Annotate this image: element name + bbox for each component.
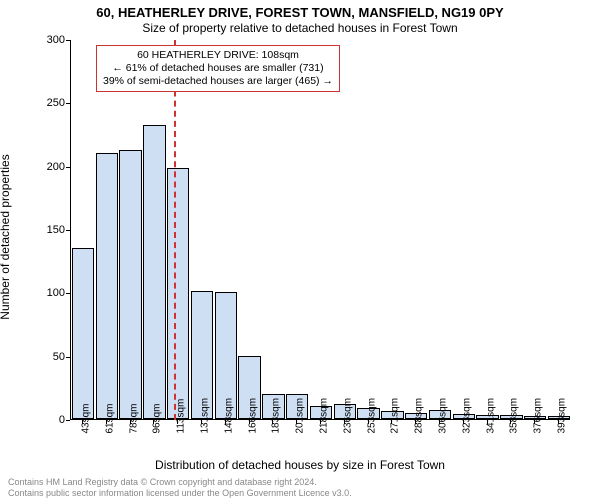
y-tick-label: 50: [25, 351, 65, 363]
annotation-line: ← 61% of detached houses are smaller (73…: [103, 62, 333, 75]
y-tick-mark: [66, 40, 70, 41]
y-tick-mark: [66, 357, 70, 358]
bar: [143, 125, 165, 419]
y-tick-label: 300: [25, 34, 65, 46]
x-axis-label: Distribution of detached houses by size …: [0, 458, 600, 472]
y-tick-label: 150: [25, 224, 65, 236]
footer-attribution: Contains HM Land Registry data © Crown c…: [8, 477, 352, 498]
plot-area: [70, 40, 570, 420]
footer-line-2: Contains public sector information licen…: [8, 488, 352, 498]
y-axis-label: Number of detached properties: [0, 154, 12, 319]
marker-line: [174, 40, 176, 420]
y-tick-mark: [66, 420, 70, 421]
y-tick-mark: [66, 103, 70, 104]
y-tick-mark: [66, 167, 70, 168]
bar: [119, 150, 141, 419]
y-tick-mark: [66, 230, 70, 231]
chart-title: 60, HEATHERLEY DRIVE, FOREST TOWN, MANSF…: [0, 6, 600, 20]
annotation-box: 60 HEATHERLEY DRIVE: 108sqm← 61% of deta…: [96, 45, 340, 92]
y-tick-mark: [66, 293, 70, 294]
y-tick-label: 0: [25, 414, 65, 426]
chart-container: 60, HEATHERLEY DRIVE, FOREST TOWN, MANSF…: [0, 0, 600, 500]
bar: [96, 153, 118, 419]
bar: [167, 168, 189, 419]
bar: [72, 248, 94, 419]
y-tick-label: 100: [25, 287, 65, 299]
chart-subtitle: Size of property relative to detached ho…: [0, 22, 600, 35]
footer-line-1: Contains HM Land Registry data © Crown c…: [8, 477, 352, 487]
y-tick-label: 250: [25, 97, 65, 109]
annotation-line: 60 HEATHERLEY DRIVE: 108sqm: [103, 49, 333, 62]
annotation-line: 39% of semi-detached houses are larger (…: [103, 75, 333, 88]
y-tick-label: 200: [25, 161, 65, 173]
